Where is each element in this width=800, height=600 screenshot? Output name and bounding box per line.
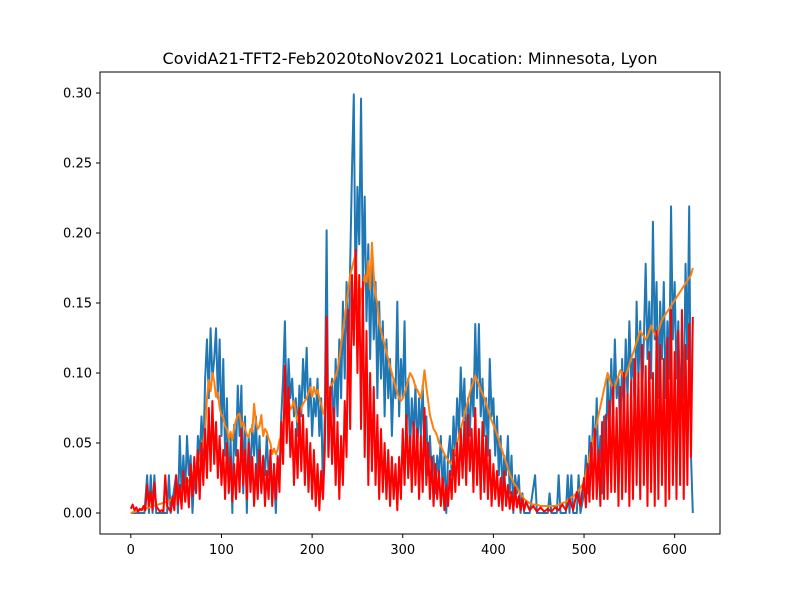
y-tick-label: 0.05 — [63, 437, 92, 452]
axes-layer: 0 100 200 300 400 500 600 0.00 0.05 0.10 0.15 0.20 0… — [63, 71, 721, 558]
x-tick-label: 500 — [572, 543, 597, 558]
y-tick-label: 0.25 — [63, 157, 92, 172]
x-tick-label: 300 — [390, 543, 415, 558]
y-tick-label: 0.00 — [63, 507, 92, 522]
x-tick-label: 200 — [300, 543, 325, 558]
series-layer — [129, 93, 694, 514]
y-tick-label: 0.30 — [63, 87, 92, 102]
x-tick-label: 100 — [209, 543, 234, 558]
y-tick-label: 0.10 — [63, 367, 92, 382]
y-tick-label: 0.15 — [63, 297, 92, 312]
x-tick-label: 600 — [662, 543, 687, 558]
chart-title: CovidA21-TFT2-Feb2020toNov2021 Location:… — [163, 49, 658, 68]
y-tick-label: 0.20 — [63, 227, 92, 242]
x-tick-label: 400 — [481, 543, 506, 558]
series-line-3 — [129, 248, 694, 513]
x-tick-label: 0 — [127, 543, 135, 558]
